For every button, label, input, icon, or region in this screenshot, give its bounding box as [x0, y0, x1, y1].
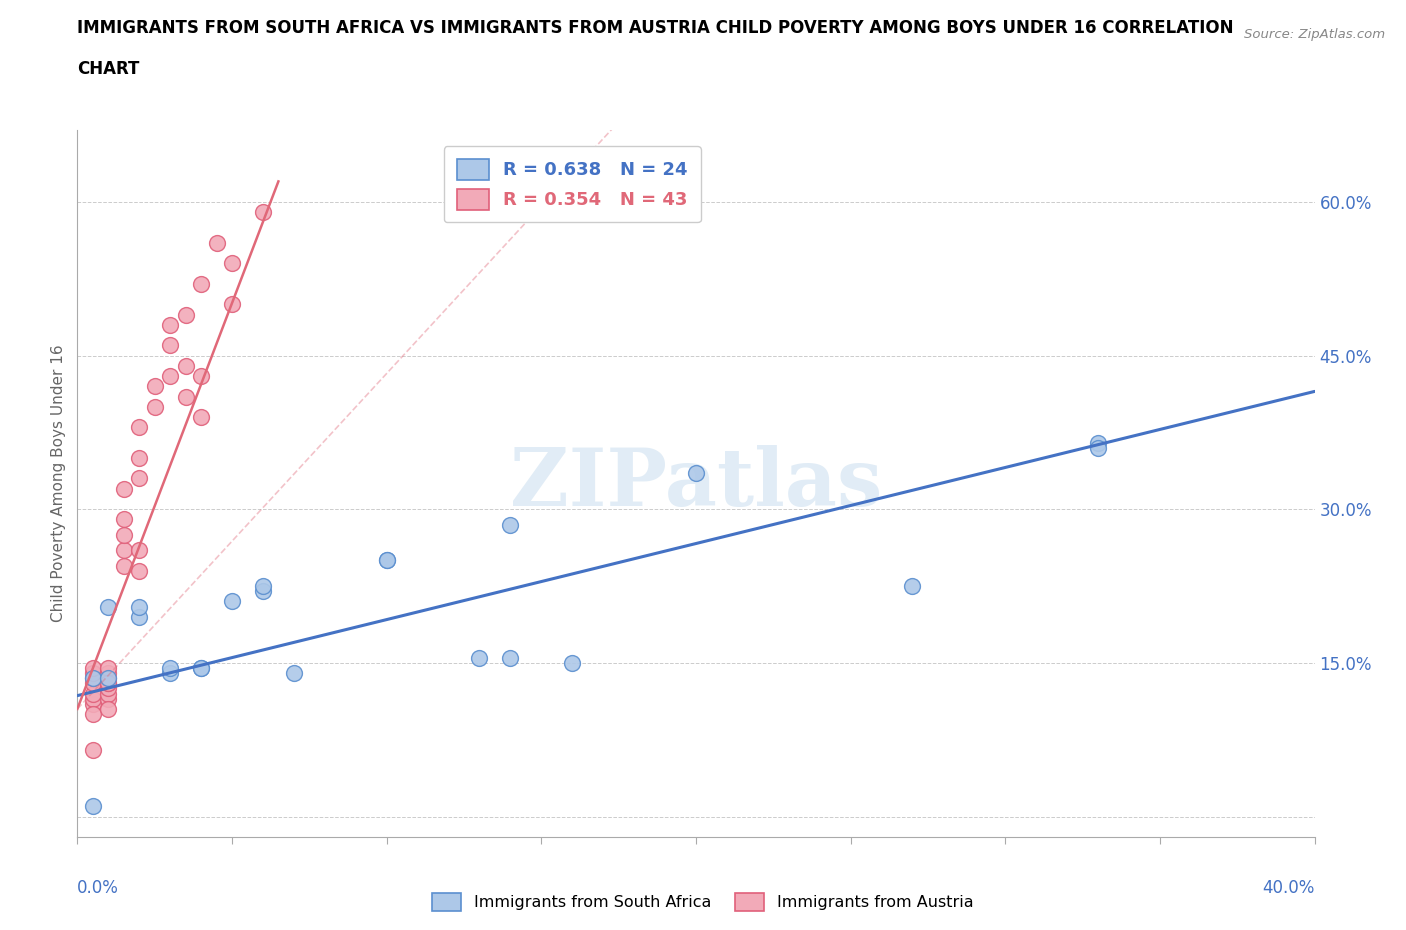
Point [112, 512, 135, 527]
Point [190, 276, 212, 291]
Point [112, 527, 135, 542]
Point [128, 599, 150, 614]
Point [159, 338, 181, 352]
Point [97, 676, 120, 691]
Text: ZIPatlas: ZIPatlas [510, 445, 882, 523]
Point [252, 205, 274, 219]
Point [97, 671, 120, 685]
Point [143, 379, 166, 393]
Point [82, 671, 104, 685]
Legend: R = 0.638   N = 24, R = 0.354   N = 43: R = 0.638 N = 24, R = 0.354 N = 43 [444, 146, 700, 222]
Point [283, 666, 305, 681]
Point [190, 409, 212, 424]
Point [174, 358, 197, 373]
Point [468, 650, 491, 665]
Point [128, 543, 150, 558]
Y-axis label: Child Poverty Among Boys Under 16: Child Poverty Among Boys Under 16 [51, 345, 66, 622]
Legend: Immigrants from South Africa, Immigrants from Austria: Immigrants from South Africa, Immigrants… [426, 886, 980, 917]
Point [82, 697, 104, 711]
Point [82, 691, 104, 706]
Point [97, 671, 120, 685]
Point [190, 660, 212, 675]
Point [1087, 435, 1109, 450]
Point [685, 466, 707, 481]
Point [159, 660, 181, 675]
Point [97, 676, 120, 691]
Point [112, 482, 135, 497]
Point [128, 564, 150, 578]
Point [128, 609, 150, 624]
Point [252, 584, 274, 599]
Point [82, 707, 104, 722]
Point [97, 599, 120, 614]
Point [159, 666, 181, 681]
Point [82, 799, 104, 814]
Point [97, 660, 120, 675]
Point [82, 676, 104, 691]
Point [252, 578, 274, 593]
Point [112, 558, 135, 573]
Point [561, 656, 583, 671]
Point [499, 517, 522, 532]
Point [190, 368, 212, 383]
Text: 40.0%: 40.0% [1263, 880, 1315, 897]
Point [159, 317, 181, 332]
Point [97, 681, 120, 696]
Point [143, 399, 166, 414]
Point [221, 594, 243, 609]
Point [375, 553, 398, 568]
Point [205, 235, 228, 250]
Point [221, 256, 243, 271]
Point [1087, 440, 1109, 455]
Point [128, 471, 150, 485]
Point [221, 297, 243, 312]
Point [97, 686, 120, 701]
Point [159, 368, 181, 383]
Point [128, 450, 150, 465]
Point [82, 686, 104, 701]
Point [128, 419, 150, 434]
Text: CHART: CHART [77, 60, 139, 78]
Point [499, 650, 522, 665]
Text: 0.0%: 0.0% [77, 880, 120, 897]
Point [97, 666, 120, 681]
Point [901, 578, 924, 593]
Point [375, 553, 398, 568]
Point [82, 666, 104, 681]
Point [174, 307, 197, 322]
Point [112, 543, 135, 558]
Point [82, 671, 104, 685]
Text: IMMIGRANTS FROM SOUTH AFRICA VS IMMIGRANTS FROM AUSTRIA CHILD POVERTY AMONG BOYS: IMMIGRANTS FROM SOUTH AFRICA VS IMMIGRAN… [77, 19, 1234, 36]
Point [82, 660, 104, 675]
Point [190, 660, 212, 675]
Point [82, 742, 104, 757]
Point [97, 701, 120, 716]
Point [97, 691, 120, 706]
Text: Source: ZipAtlas.com: Source: ZipAtlas.com [1244, 28, 1385, 41]
Point [174, 389, 197, 404]
